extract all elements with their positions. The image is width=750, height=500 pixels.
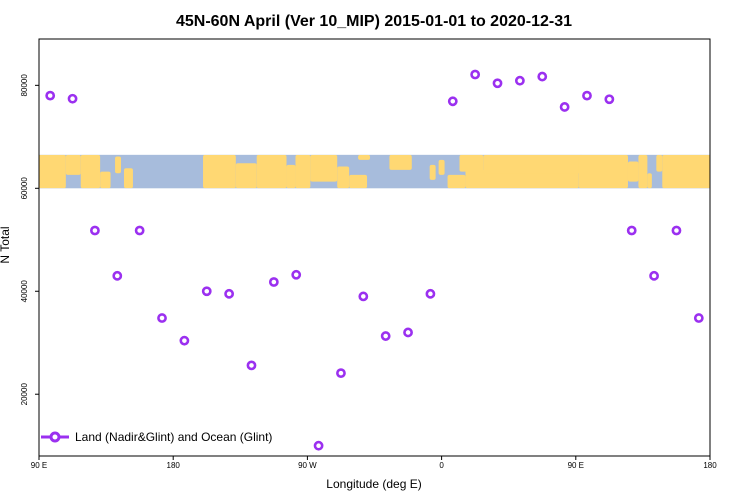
y-tick-label: 20000 [20, 383, 29, 406]
land-mass [447, 174, 466, 189]
x-tick-label: 180 [167, 461, 181, 470]
data-point [626, 225, 637, 236]
land-mass [349, 174, 368, 189]
data-point [291, 269, 302, 280]
data-point [336, 368, 346, 379]
y-axis-label: N Total [0, 226, 12, 263]
map-band [39, 154, 710, 189]
legend-label: Land (Nadir&Glint) and Ocean (Glint) [75, 430, 272, 444]
data-point [582, 90, 592, 101]
land-mass [256, 154, 287, 189]
data-points [45, 69, 704, 451]
data-point [514, 75, 525, 86]
data-point [559, 102, 570, 112]
y-axis-ticks: 20000 40000 60000 80000 [20, 74, 39, 406]
data-point [447, 96, 458, 107]
data-point [425, 288, 436, 299]
land-mass [358, 154, 371, 160]
land-mass [578, 154, 628, 189]
data-point [268, 277, 279, 287]
data-point [604, 94, 615, 105]
data-point [112, 270, 123, 281]
land-mass [459, 154, 484, 172]
land-mass [429, 164, 436, 180]
land-mass [647, 173, 652, 189]
land-mass [100, 171, 111, 189]
data-point [201, 286, 212, 297]
legend: Land (Nadir&Glint) and Ocean (Glint) [41, 430, 272, 444]
land-mass [235, 163, 257, 189]
x-tick-label: 90 E [31, 461, 47, 470]
chart-title: 45N-60N April (Ver 10_MIP) 2015-01-01 to… [176, 13, 572, 30]
land-mass [203, 154, 236, 189]
land-mass [483, 154, 584, 174]
data-point [671, 225, 682, 236]
data-point [179, 335, 190, 346]
data-point [313, 440, 324, 451]
x-tick-label: 90 W [298, 461, 317, 470]
x-axis-label: Longitude (deg E) [326, 477, 421, 491]
land-mass [638, 154, 648, 189]
land-mass [295, 154, 311, 189]
data-point [67, 93, 78, 104]
land-mass [65, 154, 81, 175]
data-point [246, 360, 257, 371]
land-mass [662, 154, 710, 189]
data-point [403, 327, 413, 338]
data-point [157, 313, 167, 323]
data-point [90, 225, 100, 236]
x-tick-label: 0 [439, 461, 444, 470]
x-tick-label: 90 E [568, 461, 584, 470]
data-point [358, 291, 369, 302]
data-point [134, 225, 145, 236]
land-mass [123, 168, 133, 189]
x-tick-label: 180 [703, 461, 717, 470]
data-point [470, 69, 481, 80]
legend-marker [49, 431, 61, 443]
land-mass [286, 164, 296, 189]
map-land [39, 154, 710, 189]
land-mass [438, 159, 445, 175]
data-point [693, 313, 704, 323]
land-mass [465, 169, 579, 189]
x-axis-ticks: 90 E 180 90 W 0 90 E 180 [31, 456, 717, 470]
land-mass [39, 154, 66, 189]
data-point [380, 331, 391, 341]
y-tick-label: 40000 [20, 280, 29, 303]
data-point [537, 71, 548, 82]
y-tick-label: 80000 [20, 74, 29, 97]
data-point [224, 288, 235, 299]
land-mass [337, 166, 350, 189]
plot-frame [38, 38, 711, 457]
data-point [45, 90, 56, 101]
land-mass [80, 154, 101, 189]
data-point [492, 78, 503, 89]
land-mass [115, 156, 122, 174]
land-mass [627, 161, 639, 182]
land-mass [389, 154, 412, 170]
data-point [649, 270, 659, 281]
land-mass [310, 154, 338, 182]
land-mass [656, 154, 663, 172]
y-tick-label: 60000 [20, 177, 29, 200]
